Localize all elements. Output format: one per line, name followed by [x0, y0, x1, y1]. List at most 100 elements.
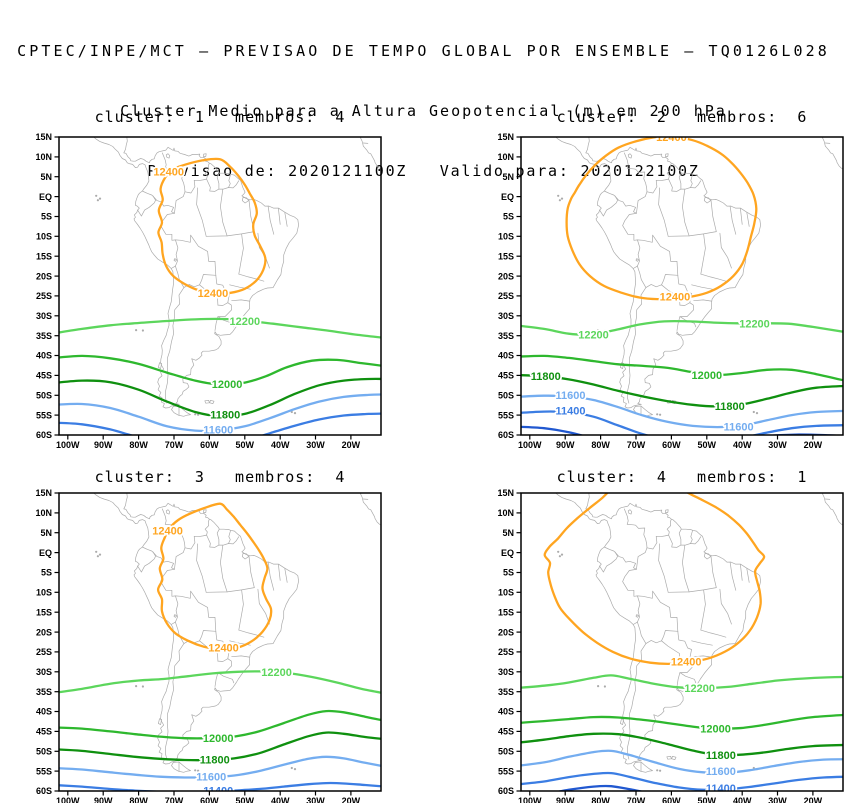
country-border — [690, 536, 702, 545]
contour-11600 — [59, 755, 381, 779]
svg-text:15S: 15S — [498, 607, 514, 617]
island-outline — [671, 756, 677, 760]
country-border — [231, 655, 250, 658]
lon-axis-labels: 100W 90W 80W 70W 60W 50W 40W 30W 20W — [518, 440, 823, 450]
svg-text:90W: 90W — [94, 440, 113, 450]
svg-text:40S: 40S — [498, 351, 514, 361]
svg-text:40S: 40S — [498, 707, 514, 717]
lat-axis — [516, 136, 521, 436]
country-border — [175, 234, 217, 276]
svg-text:5N: 5N — [502, 172, 514, 182]
svg-text:20W: 20W — [342, 440, 361, 450]
country-border — [238, 273, 265, 282]
island-outline — [173, 258, 178, 262]
contour-12400 — [543, 493, 766, 666]
svg-text:15N: 15N — [497, 488, 514, 498]
svg-text:15S: 15S — [36, 251, 52, 261]
svg-text:60W: 60W — [662, 440, 681, 450]
africa-coastline — [360, 137, 381, 170]
country-border — [636, 547, 648, 570]
country-border — [175, 590, 217, 632]
island-outline — [209, 400, 215, 404]
svg-text:70W: 70W — [165, 796, 184, 803]
svg-text:60W: 60W — [662, 796, 681, 803]
contour-11400 — [521, 771, 843, 791]
contour-label-12200: 12200 — [578, 330, 609, 342]
svg-text:10N: 10N — [35, 152, 52, 162]
svg-text:20S: 20S — [36, 627, 52, 637]
svg-text:40S: 40S — [36, 707, 52, 717]
svg-text:25S: 25S — [498, 291, 514, 301]
country-border — [700, 273, 727, 282]
basemap-layer — [555, 137, 843, 417]
svg-text:45S: 45S — [36, 371, 52, 381]
lon-axis-labels: 100W 90W 80W 70W 60W 50W 40W 30W 20W — [56, 440, 361, 450]
contour-12200 — [59, 670, 381, 694]
country-border — [196, 543, 207, 593]
lon-axis-labels: 100W 90W 80W 70W 60W 50W 40W 30W 20W — [518, 796, 823, 803]
country-border — [661, 630, 679, 642]
contour-label-12200: 12200 — [261, 667, 292, 679]
country-border — [622, 568, 638, 597]
island-outline — [203, 509, 207, 513]
island-outline — [665, 153, 669, 157]
country-border — [175, 621, 185, 644]
country-border — [661, 274, 679, 286]
country-border — [603, 190, 616, 197]
svg-text:15S: 15S — [36, 607, 52, 617]
country-border — [199, 640, 219, 662]
island-outline — [165, 509, 171, 515]
lon-axis — [67, 435, 352, 440]
contour-label-11600: 11600 — [556, 390, 586, 402]
country-border — [623, 508, 648, 549]
svg-text:60W: 60W — [200, 796, 219, 803]
country-border — [278, 208, 281, 225]
country-border — [627, 643, 647, 760]
map-cluster-3: 12400 12400 12200 12000 11800 11600 11400 15N 10… — [35, 488, 382, 803]
contour-12200 — [59, 317, 381, 339]
contour-label-12000: 12000 — [203, 733, 234, 745]
island-outline — [627, 153, 633, 159]
svg-text:50S: 50S — [498, 391, 514, 401]
country-border — [614, 551, 637, 570]
contour-12200 — [521, 319, 843, 336]
country-border — [700, 233, 706, 275]
country-border — [238, 233, 244, 275]
country-border — [666, 162, 672, 180]
svg-text:10S: 10S — [498, 232, 514, 242]
svg-text:55S: 55S — [498, 410, 514, 420]
country-border — [680, 543, 691, 546]
country-border — [220, 189, 228, 237]
country-border — [161, 152, 186, 193]
country-border — [646, 178, 669, 194]
basemap-layer — [555, 493, 843, 773]
svg-text:25S: 25S — [36, 647, 52, 657]
island-outline — [703, 553, 712, 560]
country-border — [206, 178, 220, 192]
country-border — [627, 287, 647, 404]
country-border — [206, 534, 220, 548]
map-cluster-2: 12400 12400 12200 12200 12000 11800 11800 11600… — [497, 132, 844, 450]
svg-text:35S: 35S — [498, 331, 514, 341]
contour-label-12400: 12400 — [198, 288, 229, 300]
country-border — [710, 555, 717, 588]
contours-layer: 12400 12400 12200 12200 12000 11800 11800 11600… — [521, 137, 843, 435]
contour-label-11400: 11400 — [706, 783, 736, 795]
country-border — [228, 529, 231, 544]
svg-text:55S: 55S — [36, 410, 52, 420]
svg-text:60S: 60S — [36, 430, 52, 440]
svg-text:90W: 90W — [556, 796, 575, 803]
svg-text:10N: 10N — [35, 508, 52, 518]
island-outline — [171, 405, 191, 417]
country-border — [165, 643, 185, 760]
island-outline — [633, 761, 653, 773]
country-border — [216, 172, 220, 190]
island-outline — [158, 718, 162, 725]
lon-axis — [529, 791, 814, 796]
country-border — [719, 588, 732, 625]
country-border — [676, 302, 695, 331]
contour-11600 — [521, 749, 843, 775]
country-border — [217, 658, 229, 662]
svg-text:55S: 55S — [36, 766, 52, 776]
svg-text:40W: 40W — [271, 440, 290, 450]
